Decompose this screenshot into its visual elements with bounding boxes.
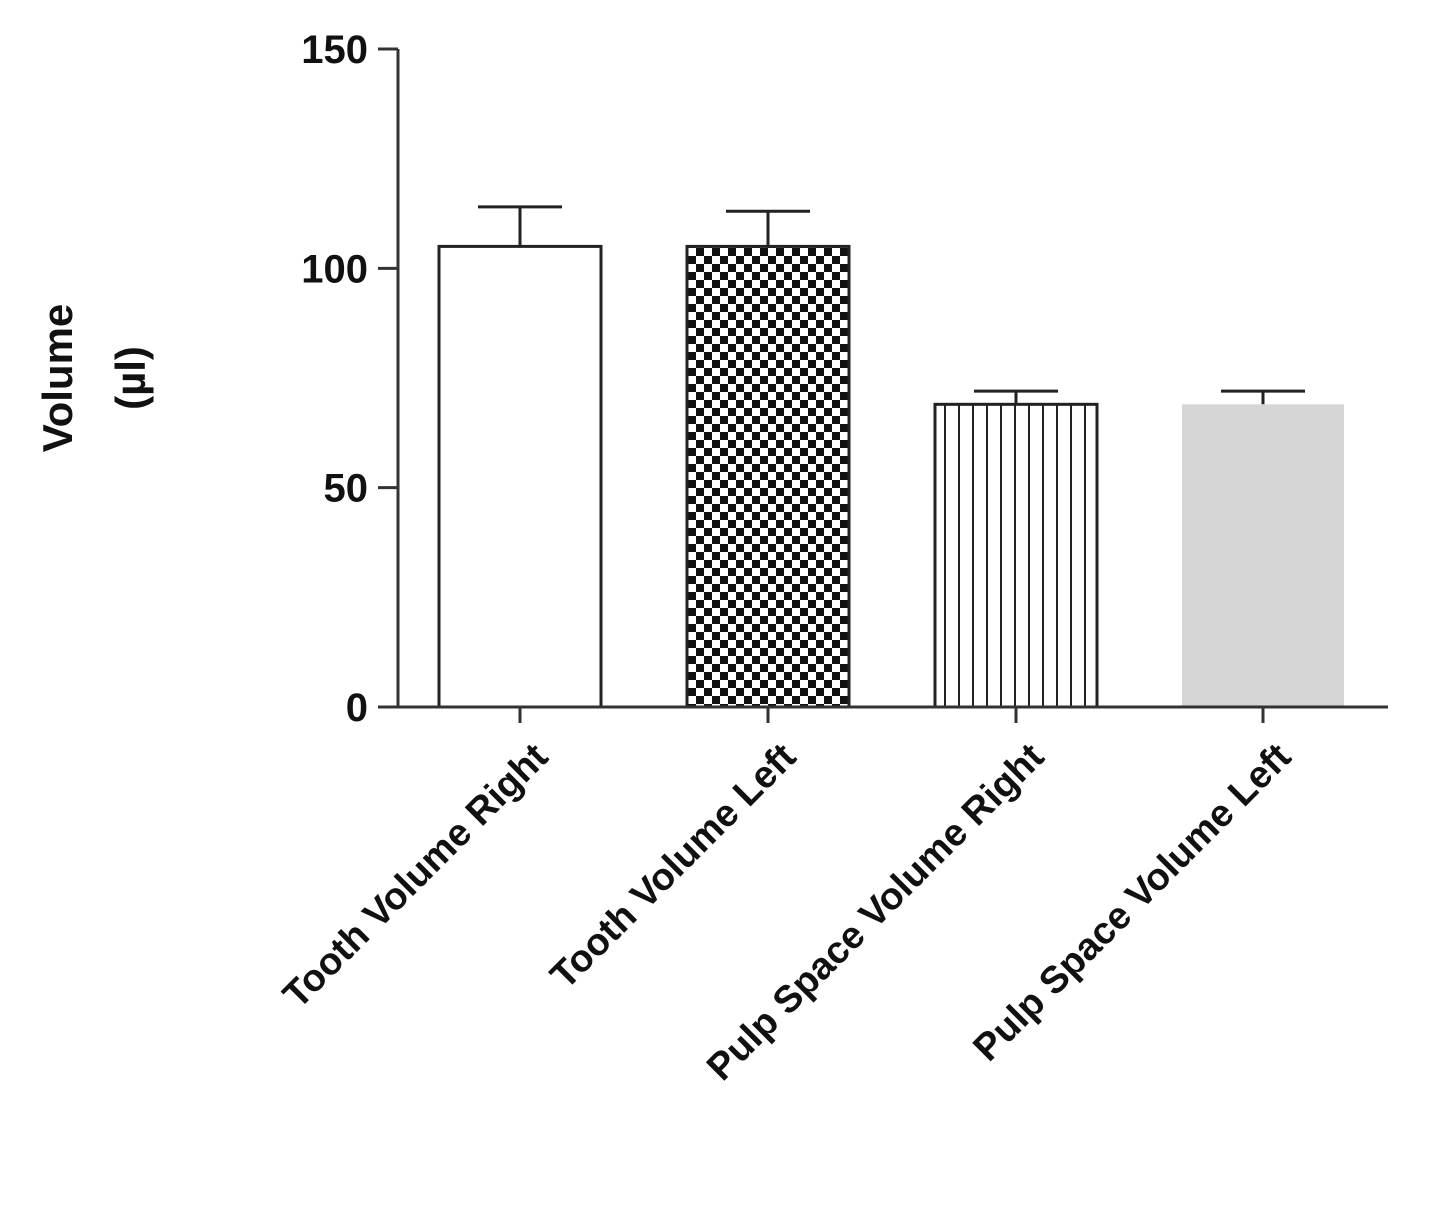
y-tick-label: 100 <box>301 247 368 291</box>
y-tick-label: 50 <box>324 467 369 511</box>
x-category-label: Tooth Volume Right <box>275 735 556 1016</box>
bar <box>685 244 851 709</box>
bar <box>1182 404 1344 707</box>
y-axis-label-line-1: Volume <box>34 304 81 453</box>
bar <box>933 402 1099 709</box>
x-axis <box>398 705 1388 723</box>
y-tick-label: 0 <box>346 686 368 730</box>
y-tick-label: 150 <box>301 28 368 72</box>
y-axis-label-line-2: (µl) <box>107 346 154 410</box>
x-category-label: Tooth Volume Left <box>543 735 805 997</box>
y-axis: 0 50 100 150 <box>301 28 400 730</box>
bars <box>437 205 1344 709</box>
y-axis-label: Volume (µl) <box>34 304 154 453</box>
bar <box>437 244 603 709</box>
